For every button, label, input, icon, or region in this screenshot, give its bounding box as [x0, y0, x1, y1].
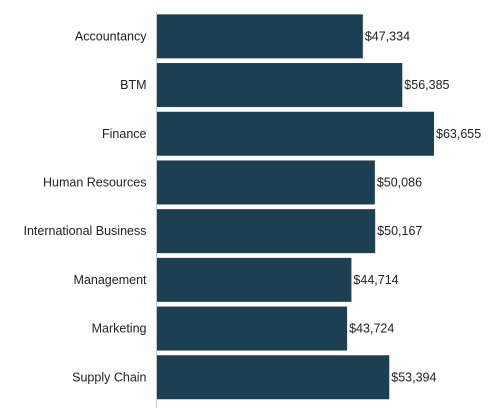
- category-label: Accountancy: [75, 29, 147, 43]
- value-label: $56,385: [404, 78, 449, 92]
- category-label: Supply Chain: [72, 370, 146, 384]
- value-label: $47,334: [365, 29, 410, 43]
- bar-marketing: [156, 306, 348, 351]
- bars-group: Accountancy $47,334 BTM $56,385 Finance $63,6…: [24, 14, 481, 400]
- value-label: $43,724: [349, 322, 394, 336]
- bar-btm: [156, 63, 403, 108]
- category-label: Human Resources: [43, 175, 147, 189]
- value-label: $63,655: [436, 127, 481, 141]
- category-label: International Business: [24, 224, 147, 238]
- value-label: $50,086: [377, 175, 422, 189]
- value-label: $44,714: [353, 273, 398, 287]
- bar-management: [156, 257, 352, 302]
- category-label: Management: [74, 273, 147, 287]
- bar-international-business: [156, 209, 376, 254]
- bar-accountancy: [156, 14, 363, 59]
- category-label: BTM: [120, 78, 146, 92]
- bar-supply-chain: [156, 355, 390, 400]
- value-label: $53,394: [391, 370, 436, 384]
- category-label: Marketing: [92, 322, 147, 336]
- bar-finance: [156, 111, 434, 156]
- bar-human-resources: [156, 160, 375, 205]
- category-label: Finance: [102, 127, 147, 141]
- value-label: $50,167: [377, 224, 422, 238]
